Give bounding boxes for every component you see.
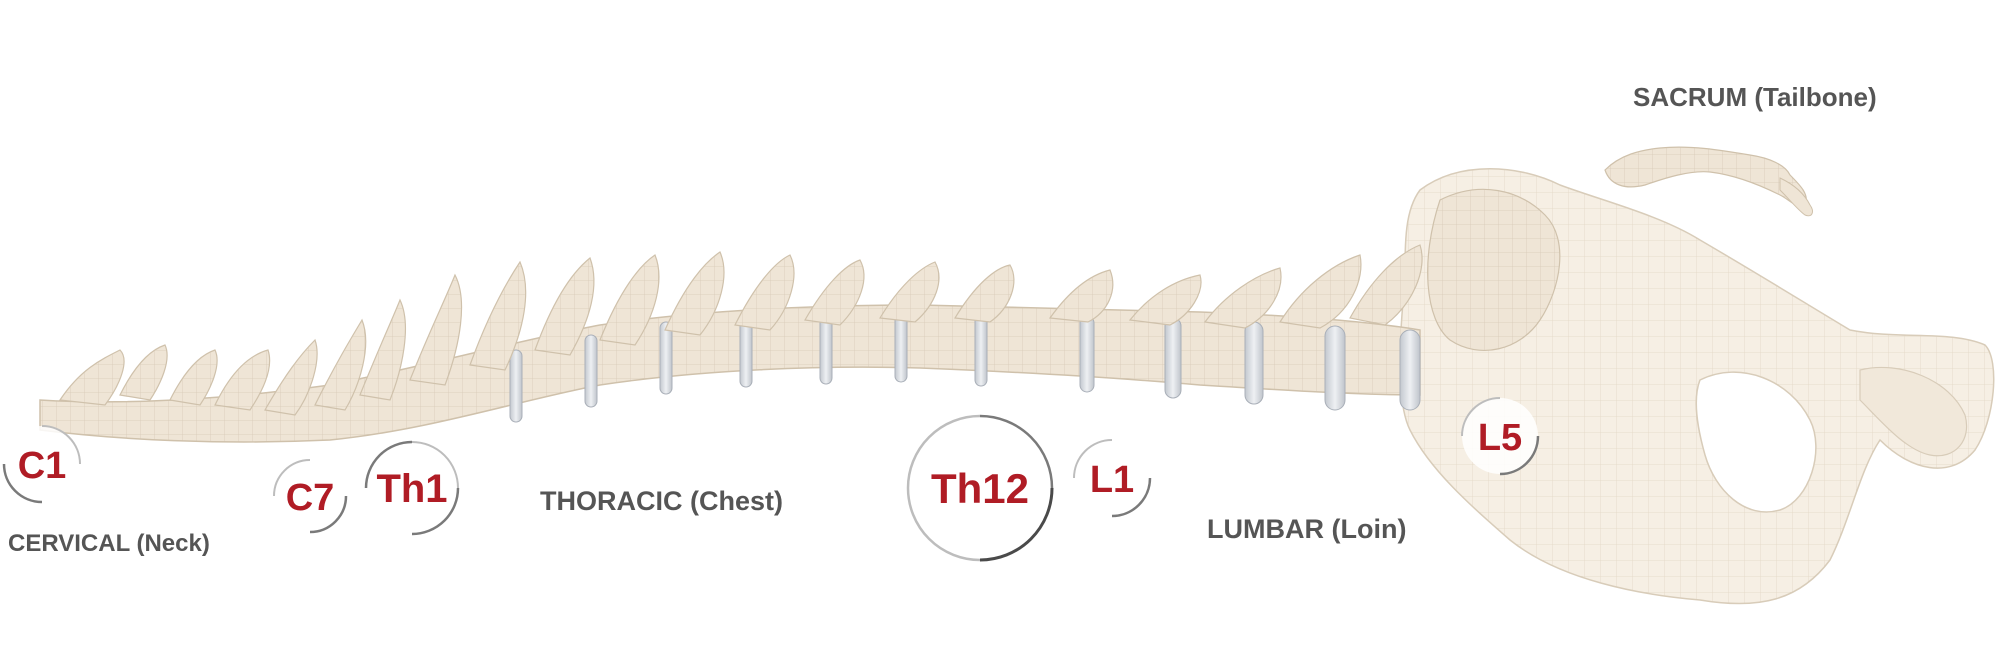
marker-l5-label: L5 xyxy=(1478,417,1522,459)
marker-th12-label: Th12 xyxy=(931,465,1029,512)
marker-l1: L1 xyxy=(1073,439,1152,518)
intervertebral-discs xyxy=(509,309,1421,423)
pelvis-illustration xyxy=(1399,168,1995,605)
region-label-lumbar: LUMBAR (Loin) xyxy=(1207,514,1406,544)
region-label-sacrum: SACRUM (Tailbone) xyxy=(1633,82,1877,112)
marker-c1: C1 xyxy=(2,425,81,504)
spinous-processes xyxy=(58,244,1423,416)
marker-c7-label: C7 xyxy=(286,477,335,519)
region-label-thoracic: THORACIC (Chest) xyxy=(540,486,783,516)
marker-th12: Th12 xyxy=(906,414,1054,562)
marker-c1-label: C1 xyxy=(18,445,67,487)
marker-th1: Th1 xyxy=(364,440,460,536)
marker-th1-label: Th1 xyxy=(376,467,447,511)
marker-c7: C7 xyxy=(273,459,348,534)
marker-l1-label: L1 xyxy=(1090,459,1134,501)
region-label-cervical: CERVICAL (Neck) xyxy=(8,530,210,557)
sacrum-illustration xyxy=(1604,146,1813,217)
marker-l5: L5 xyxy=(1461,397,1540,476)
